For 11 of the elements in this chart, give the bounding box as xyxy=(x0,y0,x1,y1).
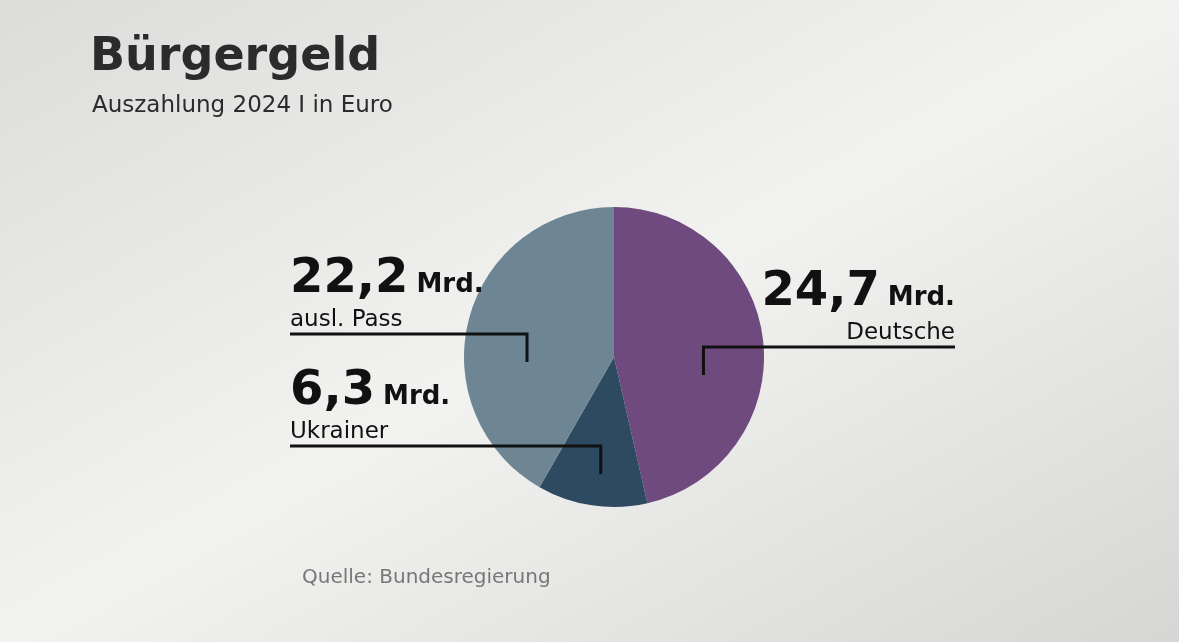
data-label: 24,7 Mrd. xyxy=(761,259,955,316)
slice-label: ausl. Pass xyxy=(290,304,403,331)
pie-slice xyxy=(614,207,764,504)
chart-subtitle: Auszahlung 2024 I in Euro xyxy=(92,91,393,117)
slice-label: Ukrainer xyxy=(290,417,389,444)
source-note: Quelle: Bundesregierung xyxy=(302,564,551,588)
data-label: 22,2 Mrd. xyxy=(290,246,484,303)
data-label: 6,3 Mrd. xyxy=(290,359,451,416)
chart-title: Bürgergeld xyxy=(90,27,381,81)
pie-slice xyxy=(539,357,648,507)
slice-label: Deutsche xyxy=(846,317,955,344)
